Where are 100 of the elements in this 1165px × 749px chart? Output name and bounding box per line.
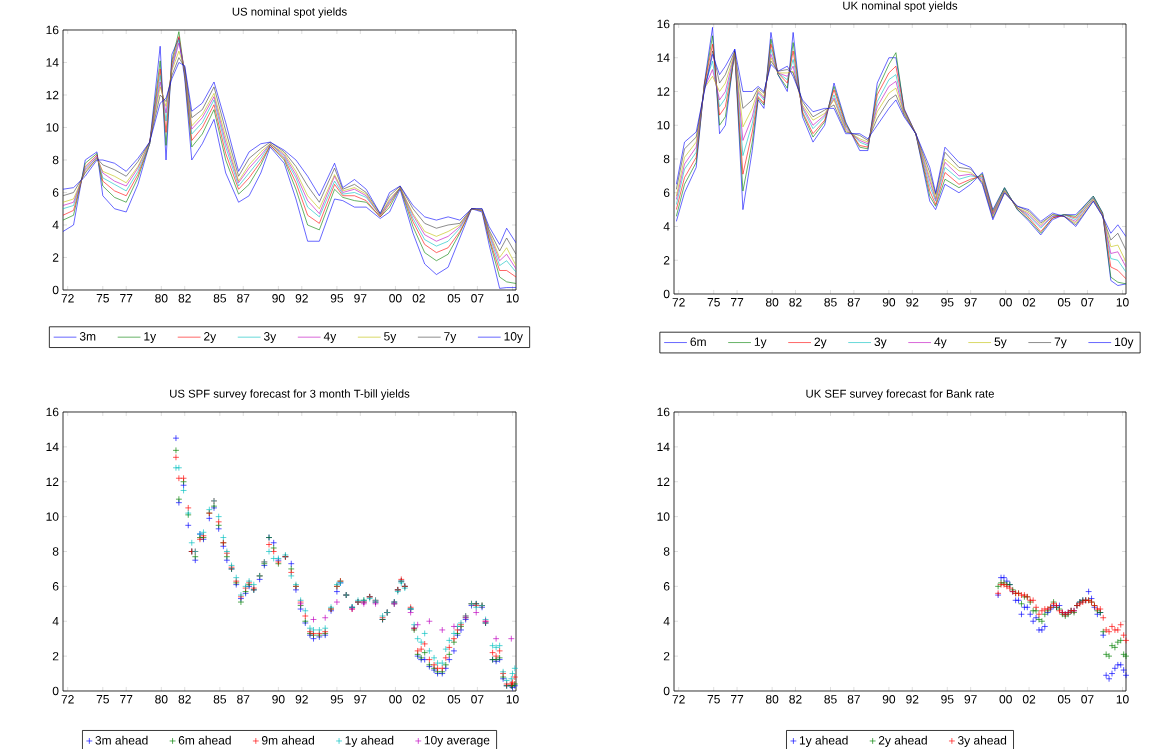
legend-label: 1y xyxy=(754,337,767,349)
x-tick-label: 85 xyxy=(824,695,837,704)
x-tick-label: 92 xyxy=(906,695,919,704)
point xyxy=(438,626,446,634)
y-tick-label: 8 xyxy=(663,547,670,556)
y-tick-label: 10 xyxy=(46,512,59,521)
x-tick-label: 92 xyxy=(295,695,308,704)
point xyxy=(1038,626,1046,634)
y-tick-label: 0 xyxy=(663,686,670,696)
y-tick-label: 12 xyxy=(46,90,59,100)
y-tick-label: 6 xyxy=(52,188,59,197)
x-tick-label: 82 xyxy=(178,695,191,704)
point xyxy=(472,609,480,616)
x-tick-label: 82 xyxy=(178,294,191,303)
chart-title: UK SEF survey forecast for Bank rate xyxy=(806,389,994,400)
point xyxy=(407,609,414,616)
point xyxy=(1085,588,1092,595)
x-tick-label: 75 xyxy=(96,695,109,704)
y-tick-label: 4 xyxy=(663,222,670,231)
x-tick-label: 75 xyxy=(707,695,720,704)
point xyxy=(450,623,458,630)
x-tick-label: 07 xyxy=(1081,298,1094,307)
point xyxy=(1117,621,1125,628)
point xyxy=(1099,614,1107,622)
y-tick-label: 6 xyxy=(663,582,670,591)
y-tick-label: 2 xyxy=(52,651,59,661)
y-tick-label: 14 xyxy=(46,58,59,67)
y-tick-label: 12 xyxy=(657,477,670,486)
legend-label: 3y xyxy=(874,337,887,349)
point xyxy=(1111,665,1119,672)
x-tick-label: 97 xyxy=(964,695,977,704)
legend-label: 4y xyxy=(934,337,947,349)
legend-label: 7y xyxy=(1054,337,1067,349)
legend-label: 10y average xyxy=(424,735,490,747)
x-tick-label: 07 xyxy=(471,695,484,704)
legend-label: 2y xyxy=(814,337,827,349)
point xyxy=(1105,628,1113,635)
legend-label: 10y xyxy=(504,332,523,343)
legend-label: 1y ahead xyxy=(799,735,848,747)
x-tick-label: 07 xyxy=(471,294,484,303)
x-tick-label: 05 xyxy=(1057,298,1071,307)
legend-label: 3m xyxy=(79,332,96,341)
point xyxy=(1032,604,1040,611)
x-tick-label: 80 xyxy=(765,695,779,704)
x-tick-label: 97 xyxy=(964,298,977,307)
y-tick-label: 16 xyxy=(657,407,670,417)
point xyxy=(1108,670,1116,677)
point xyxy=(1035,626,1043,634)
legend-label: 10y xyxy=(1115,337,1134,349)
point xyxy=(1024,604,1031,611)
x-tick-label: 82 xyxy=(789,695,802,704)
point xyxy=(1032,607,1040,615)
y-tick-label: 4 xyxy=(663,617,670,626)
point xyxy=(1105,675,1113,683)
x-tick-label: 00 xyxy=(999,695,1012,704)
x-tick-label: 92 xyxy=(295,294,308,303)
x-tick-label: 77 xyxy=(120,294,133,303)
point xyxy=(321,614,329,622)
chart-title: US nominal spot yields xyxy=(232,7,347,18)
x-tick-label: 97 xyxy=(354,294,367,303)
x-tick-label: 87 xyxy=(237,294,250,303)
y-tick-label: 0 xyxy=(52,285,59,295)
x-tick-label: 05 xyxy=(447,294,461,303)
x-tick-label: 82 xyxy=(789,298,802,307)
y-tick-label: 16 xyxy=(657,19,670,29)
y-tick-label: 8 xyxy=(663,154,670,164)
x-tick-label: 02 xyxy=(412,695,425,704)
point xyxy=(414,621,421,628)
legend-label: 9m ahead xyxy=(261,735,314,745)
x-tick-label: 77 xyxy=(731,298,744,307)
y-tick-label: 2 xyxy=(52,253,59,262)
y-tick-label: 6 xyxy=(663,188,670,197)
point xyxy=(333,598,341,606)
x-tick-label: 87 xyxy=(847,695,860,704)
x-tick-label: 10 xyxy=(1116,298,1129,307)
x-tick-label: 85 xyxy=(824,298,837,307)
x-tick-label: 00 xyxy=(389,695,402,704)
legend-label: 2y xyxy=(204,332,217,343)
legend-label: 3y ahead xyxy=(957,735,1007,747)
point xyxy=(1015,597,1022,604)
point xyxy=(1038,617,1046,625)
point xyxy=(1021,604,1028,611)
point xyxy=(1108,642,1116,649)
y-tick-label: 10 xyxy=(46,123,59,132)
y-tick-label: 14 xyxy=(657,53,670,62)
point xyxy=(1117,637,1125,644)
x-tick-label: 72 xyxy=(672,695,685,704)
y-tick-label: 10 xyxy=(657,512,670,521)
point xyxy=(1114,638,1122,646)
x-tick-label: 10 xyxy=(506,695,519,704)
point xyxy=(1029,607,1037,615)
point xyxy=(1012,597,1019,604)
x-tick-label: 10 xyxy=(506,294,519,303)
chart-title: UK nominal spot yields xyxy=(843,1,958,12)
point xyxy=(508,635,515,642)
x-tick-label: 02 xyxy=(412,294,425,303)
x-tick-label: 77 xyxy=(120,695,133,704)
point xyxy=(1018,610,1025,618)
legend-label: 7y xyxy=(444,332,457,343)
chart-title: US SPF survey forecast for 3 month T-bill yields xyxy=(170,389,410,400)
